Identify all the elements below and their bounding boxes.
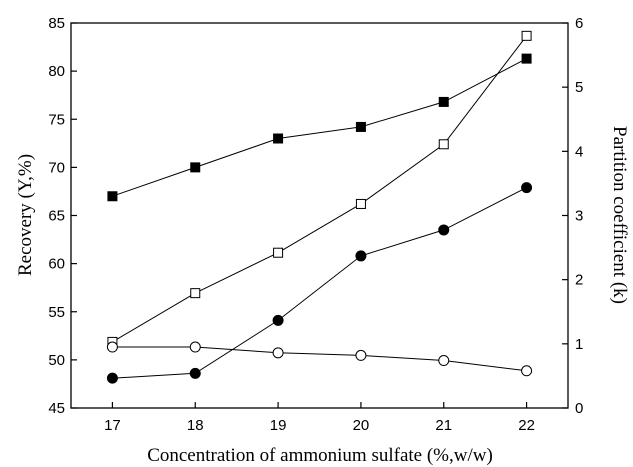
y-tick-label-right: 3 bbox=[575, 208, 583, 225]
y-tick-label-right: 6 bbox=[575, 15, 583, 32]
y-tick-label-left: 60 bbox=[48, 256, 65, 273]
series-3-point bbox=[190, 288, 201, 299]
y-tick-label-left: 65 bbox=[48, 208, 65, 225]
series-2-line bbox=[112, 187, 527, 379]
y-tick-label-right: 4 bbox=[575, 143, 583, 160]
series-2-point bbox=[106, 372, 118, 384]
series-3-point bbox=[273, 247, 284, 258]
series-1-point bbox=[355, 121, 366, 132]
series-4-line bbox=[112, 346, 527, 372]
x-axis-title: Concentration of ammonium sulfate (%,w/w… bbox=[147, 445, 493, 466]
series-1-point bbox=[273, 133, 284, 144]
series-3-point bbox=[438, 139, 449, 150]
y-axis-title-left: Recovery (Y,%) bbox=[15, 154, 36, 276]
y-tick-label-left: 75 bbox=[48, 111, 65, 128]
x-tick-label: 19 bbox=[270, 417, 287, 434]
series-3-point bbox=[521, 30, 532, 41]
y-tick-label-right: 1 bbox=[575, 336, 583, 353]
series-4-point bbox=[355, 349, 367, 361]
series-2-point bbox=[521, 182, 533, 194]
y-tick-label-right: 2 bbox=[575, 272, 583, 289]
x-tick-label: 20 bbox=[353, 417, 370, 434]
series-1-point bbox=[107, 191, 118, 202]
x-tick-label: 18 bbox=[187, 417, 204, 434]
series-1-point bbox=[190, 162, 201, 173]
series-2-point bbox=[355, 250, 367, 262]
series-1-line bbox=[112, 58, 527, 197]
y-tick-label-right: 5 bbox=[575, 79, 583, 96]
series-layer bbox=[106, 30, 533, 384]
series-2-point bbox=[189, 367, 201, 379]
series-4-point bbox=[272, 347, 284, 359]
plot-frame bbox=[70, 22, 569, 409]
x-tick-label: 17 bbox=[104, 417, 121, 434]
y-tick-label-left: 55 bbox=[48, 304, 65, 321]
series-4-point bbox=[106, 341, 118, 353]
series-1-point bbox=[521, 53, 532, 64]
y-axis-title-right: Partition coefficient (k) bbox=[609, 126, 630, 304]
x-tick-label: 22 bbox=[518, 417, 535, 434]
x-tick-label: 21 bbox=[435, 417, 452, 434]
series-3-line bbox=[112, 35, 527, 343]
series-2-point bbox=[272, 314, 284, 326]
series-4-point bbox=[521, 365, 533, 377]
y-tick-label-left: 50 bbox=[48, 352, 65, 369]
y-tick-label-left: 85 bbox=[48, 15, 65, 32]
y-tick-label-left: 80 bbox=[48, 63, 65, 80]
series-2-point bbox=[438, 224, 450, 236]
y-tick-label-right: 0 bbox=[575, 400, 583, 417]
series-3-point bbox=[355, 198, 366, 209]
series-1-point bbox=[438, 96, 449, 107]
y-tick-label-left: 45 bbox=[48, 400, 65, 417]
y-tick-label-left: 70 bbox=[48, 159, 65, 176]
series-4-point bbox=[438, 355, 450, 367]
series-4-point bbox=[189, 341, 201, 353]
